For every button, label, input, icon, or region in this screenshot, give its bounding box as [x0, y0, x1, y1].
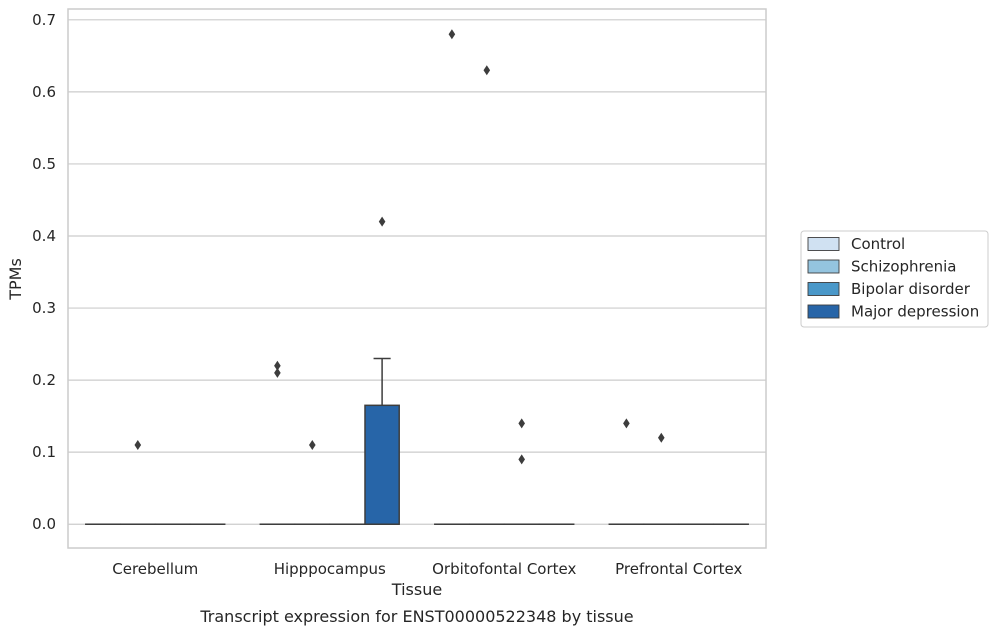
y-tick-label: 0.7 [32, 11, 56, 29]
chart-caption: Transcript expression for ENST0000052234… [199, 607, 633, 626]
outlier-point [309, 439, 316, 450]
y-tick-label: 0.2 [32, 371, 56, 389]
y-tick-label: 0.5 [32, 155, 56, 173]
y-tick-label: 0.6 [32, 83, 56, 101]
legend-swatch [807, 304, 840, 319]
box [364, 404, 400, 525]
x-tick-label: Orbitofontal Cortex [432, 560, 576, 578]
legend-label: Schizophrenia [851, 258, 956, 276]
y-tick-label: 0.3 [32, 299, 56, 317]
y-axis-title: TPMs [6, 258, 25, 301]
outlier-point [518, 454, 525, 465]
legend: Control Schizophrenia Bipolar disorder Majo… [800, 230, 989, 328]
outlier-point [518, 418, 525, 429]
y-axis-ticks: 0.0 0.1 0.2 0.3 0.4 0.5 0.6 0.7 [32, 11, 56, 533]
outlier-point [134, 439, 142, 450]
x-tick-label: Hipppocampus [274, 560, 386, 578]
outlier-point [274, 360, 281, 371]
x-tick-label: Cerebellum [112, 560, 198, 578]
legend-label: Bipolar disorder [851, 280, 971, 298]
outlier-point [448, 29, 456, 40]
legend-swatch [807, 237, 840, 251]
x-tick-label: Prefrontal Cortex [615, 560, 742, 578]
plot-area [67, 8, 767, 549]
x-axis-title: Tissue [391, 580, 442, 599]
y-tick-label: 0.0 [32, 515, 56, 533]
legend-swatch [807, 282, 840, 296]
outlier-point [658, 432, 665, 443]
outlier-point [274, 367, 281, 378]
x-axis-ticks: Cerebellum Hipppocampus Orbitofontal Corte… [112, 560, 742, 578]
outlier-point [378, 216, 386, 227]
box-layer [85, 357, 749, 525]
legend-swatch [807, 259, 840, 274]
grid-lines [68, 19, 766, 525]
outlier-layer [134, 29, 665, 465]
y-tick-label: 0.1 [32, 443, 56, 461]
y-tick-label: 0.4 [32, 227, 56, 245]
outlier-point [623, 418, 630, 429]
legend-frame [800, 230, 989, 328]
outlier-point [483, 65, 491, 76]
box-group [364, 357, 400, 525]
legend-label: Major depression [851, 303, 979, 321]
legend-label: Control [851, 235, 905, 253]
